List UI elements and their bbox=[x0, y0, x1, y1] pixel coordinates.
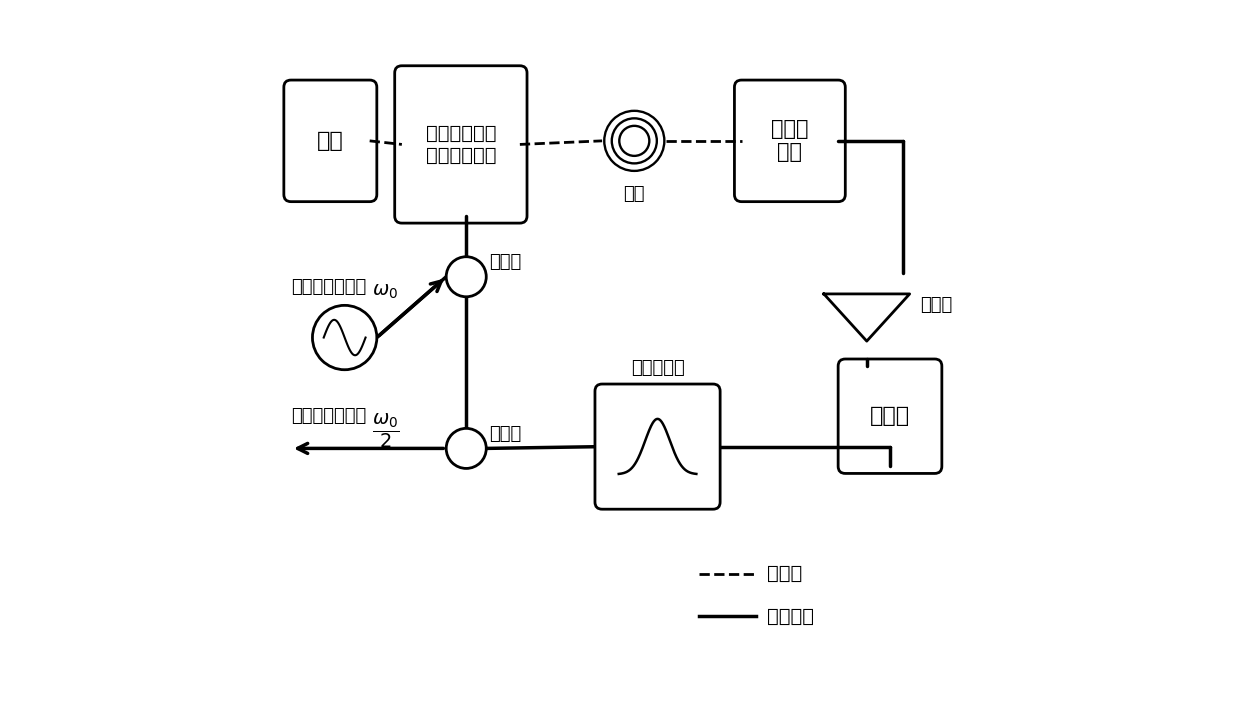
Text: 放大器: 放大器 bbox=[920, 297, 952, 314]
Text: 待分频信号输入: 待分频信号输入 bbox=[291, 279, 366, 297]
Text: 光通道: 光通道 bbox=[766, 564, 802, 583]
FancyBboxPatch shape bbox=[838, 359, 942, 473]
Text: 光载波抑制双
边带调制单元: 光载波抑制双 边带调制单元 bbox=[425, 124, 496, 165]
FancyBboxPatch shape bbox=[595, 384, 720, 509]
Text: 光纤: 光纤 bbox=[624, 185, 645, 203]
FancyBboxPatch shape bbox=[284, 80, 377, 202]
Text: $\omega_0$: $\omega_0$ bbox=[372, 281, 398, 301]
Text: 微波通道: 微波通道 bbox=[766, 607, 813, 626]
Text: 功分器: 功分器 bbox=[489, 425, 521, 443]
Text: 合波器: 合波器 bbox=[489, 253, 521, 271]
FancyBboxPatch shape bbox=[394, 66, 527, 223]
Text: 光电探
测器: 光电探 测器 bbox=[771, 119, 808, 162]
Circle shape bbox=[446, 429, 486, 468]
Text: 带通滤波器: 带通滤波器 bbox=[631, 359, 684, 377]
Circle shape bbox=[446, 257, 486, 297]
FancyBboxPatch shape bbox=[734, 80, 846, 202]
Circle shape bbox=[312, 305, 377, 370]
Text: 移相器: 移相器 bbox=[870, 406, 910, 426]
Text: 分频后信号输出: 分频后信号输出 bbox=[291, 407, 366, 425]
Text: $\dfrac{\omega_0}{2}$: $\dfrac{\omega_0}{2}$ bbox=[372, 411, 399, 449]
Text: 光源: 光源 bbox=[317, 131, 343, 151]
